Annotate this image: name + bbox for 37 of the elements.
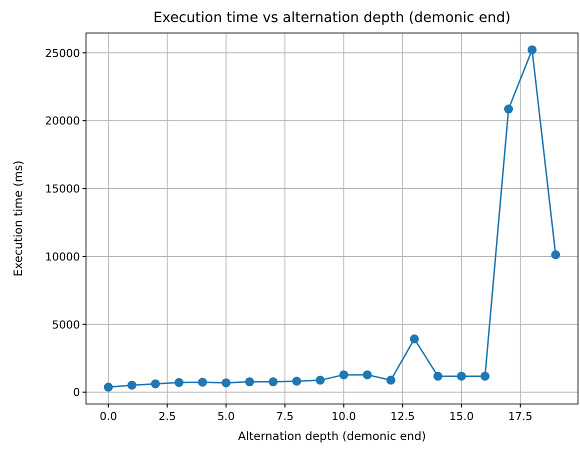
y-tick-label: 25000 [45, 46, 80, 60]
x-tick-label: 5.0 [217, 410, 235, 423]
y-tick-label: 0 [73, 386, 80, 400]
point [222, 378, 231, 388]
point [268, 377, 278, 386]
x-axis-title: Alternation depth (demonic end) [238, 429, 426, 443]
x-tick-label: 2.5 [158, 410, 176, 423]
y-tick-label: 20000 [45, 114, 80, 128]
y-axis-title: Execution time (ms) [11, 160, 25, 276]
point [174, 378, 184, 388]
point [104, 382, 113, 392]
point [528, 45, 537, 54]
point [456, 372, 466, 381]
point [150, 379, 160, 388]
x-tick-label: 7.5 [276, 410, 294, 423]
point [292, 376, 302, 386]
point [362, 370, 372, 380]
point [127, 380, 136, 390]
point [480, 372, 490, 381]
point [410, 334, 419, 344]
point [551, 250, 560, 260]
y-tick-label: 15000 [45, 182, 80, 196]
point [339, 370, 348, 380]
point [386, 376, 396, 385]
y-tick-label: 10000 [45, 250, 80, 264]
x-tick-label: 15.0 [449, 410, 474, 423]
point [316, 376, 325, 385]
point [433, 372, 442, 381]
point [245, 377, 254, 386]
x-tick-label: 12.5 [390, 410, 415, 423]
chart-title: Execution time vs alternation depth (demonic end) [153, 10, 511, 26]
x-tick-label: 17.5 [508, 410, 533, 423]
point [198, 378, 208, 387]
y-tick-label: 5000 [52, 318, 80, 332]
x-tick-label: 10.0 [332, 410, 356, 423]
point [504, 104, 514, 114]
x-tick-label: 0.0 [100, 410, 118, 423]
